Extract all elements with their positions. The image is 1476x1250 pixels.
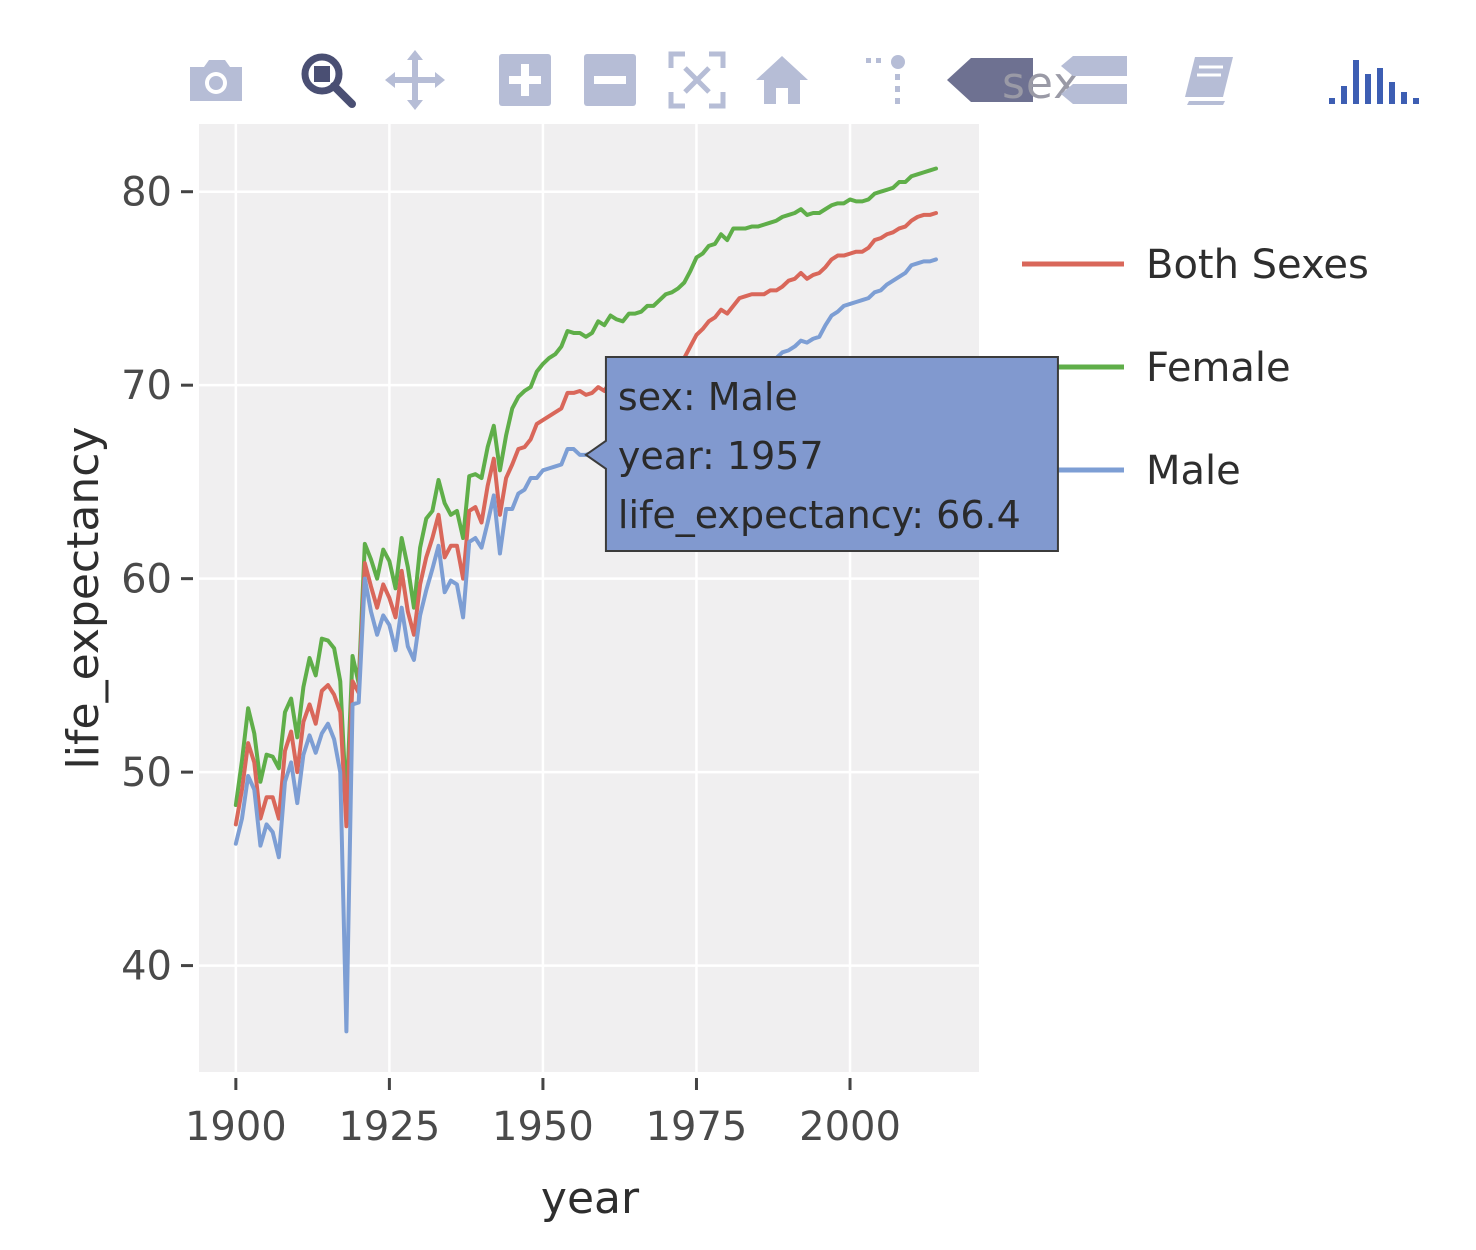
x-tick-label: 1950 [492, 1104, 594, 1150]
y-axis-label: life_expectancy [58, 427, 109, 770]
legend-item-female[interactable]: Female [1022, 345, 1291, 391]
axis-ticks: 1900 1925 1950 1975 2000 40 50 60 70 80 [121, 170, 901, 1150]
spike-lines-button[interactable] [858, 48, 914, 112]
reset-axes-icon [756, 56, 808, 104]
pan-button[interactable] [383, 48, 447, 112]
edit-button[interactable] [1178, 48, 1238, 112]
x-tick-label: 1975 [646, 1104, 748, 1150]
edit-icon [1185, 57, 1233, 105]
hover-tooltip: sex: Male year: 1957 life_expectancy: 66.4 [584, 356, 1059, 552]
modebar: sex [0, 0, 1476, 120]
series-line-both-sexes[interactable] [233, 211, 939, 829]
legend-label: Both Sexes [1146, 242, 1369, 288]
pan-icon [385, 50, 445, 110]
zoom-out-button[interactable] [580, 48, 640, 112]
y-tick-label: 80 [121, 170, 172, 216]
camera-icon [190, 60, 242, 101]
x-axis-label: year [541, 1173, 640, 1224]
x-tick-label: 1925 [338, 1104, 440, 1150]
x-tick-label: 2000 [799, 1104, 901, 1150]
legend-item-male[interactable]: Male [1022, 448, 1241, 494]
plotly-logo-icon [1329, 60, 1419, 104]
y-tick-label: 40 [121, 944, 172, 990]
camera-button[interactable] [184, 48, 248, 112]
zoom-in-icon [499, 54, 551, 106]
series-line-female[interactable] [233, 166, 939, 808]
y-tick-label: 70 [121, 363, 172, 409]
hover-compare-button[interactable] [1058, 48, 1130, 112]
spike-lines-icon [866, 55, 905, 104]
tooltip-line: year: 1957 [618, 434, 824, 478]
zoom-icon [301, 53, 356, 108]
autoscale-icon [668, 51, 726, 109]
y-tick-label: 50 [121, 750, 172, 796]
legend-label: Male [1146, 448, 1241, 494]
tooltip-box [584, 356, 1059, 552]
zoom-in-button[interactable] [495, 48, 555, 112]
tooltip-line: life_expectancy: 66.4 [618, 493, 1021, 537]
plot-area[interactable] [199, 124, 979, 1072]
legend-label: Female [1146, 345, 1291, 391]
y-tick-label: 60 [121, 557, 172, 603]
legend-item-both-sexes[interactable]: Both Sexes [1022, 242, 1369, 288]
legend: Both Sexes Female Male [1022, 242, 1369, 494]
autoscale-button[interactable] [665, 48, 729, 112]
hover-closest-button[interactable] [944, 48, 1036, 112]
tooltip-line: sex: Male [618, 375, 798, 419]
reset-axes-button[interactable] [750, 48, 814, 112]
zoom-out-icon [584, 54, 636, 106]
zoom-button[interactable] [296, 48, 360, 112]
hover-compare-icon [1061, 56, 1127, 104]
plotly-logo-button[interactable] [1325, 48, 1425, 112]
x-tick-label: 1900 [185, 1104, 287, 1150]
hover-closest-icon [947, 58, 1033, 102]
